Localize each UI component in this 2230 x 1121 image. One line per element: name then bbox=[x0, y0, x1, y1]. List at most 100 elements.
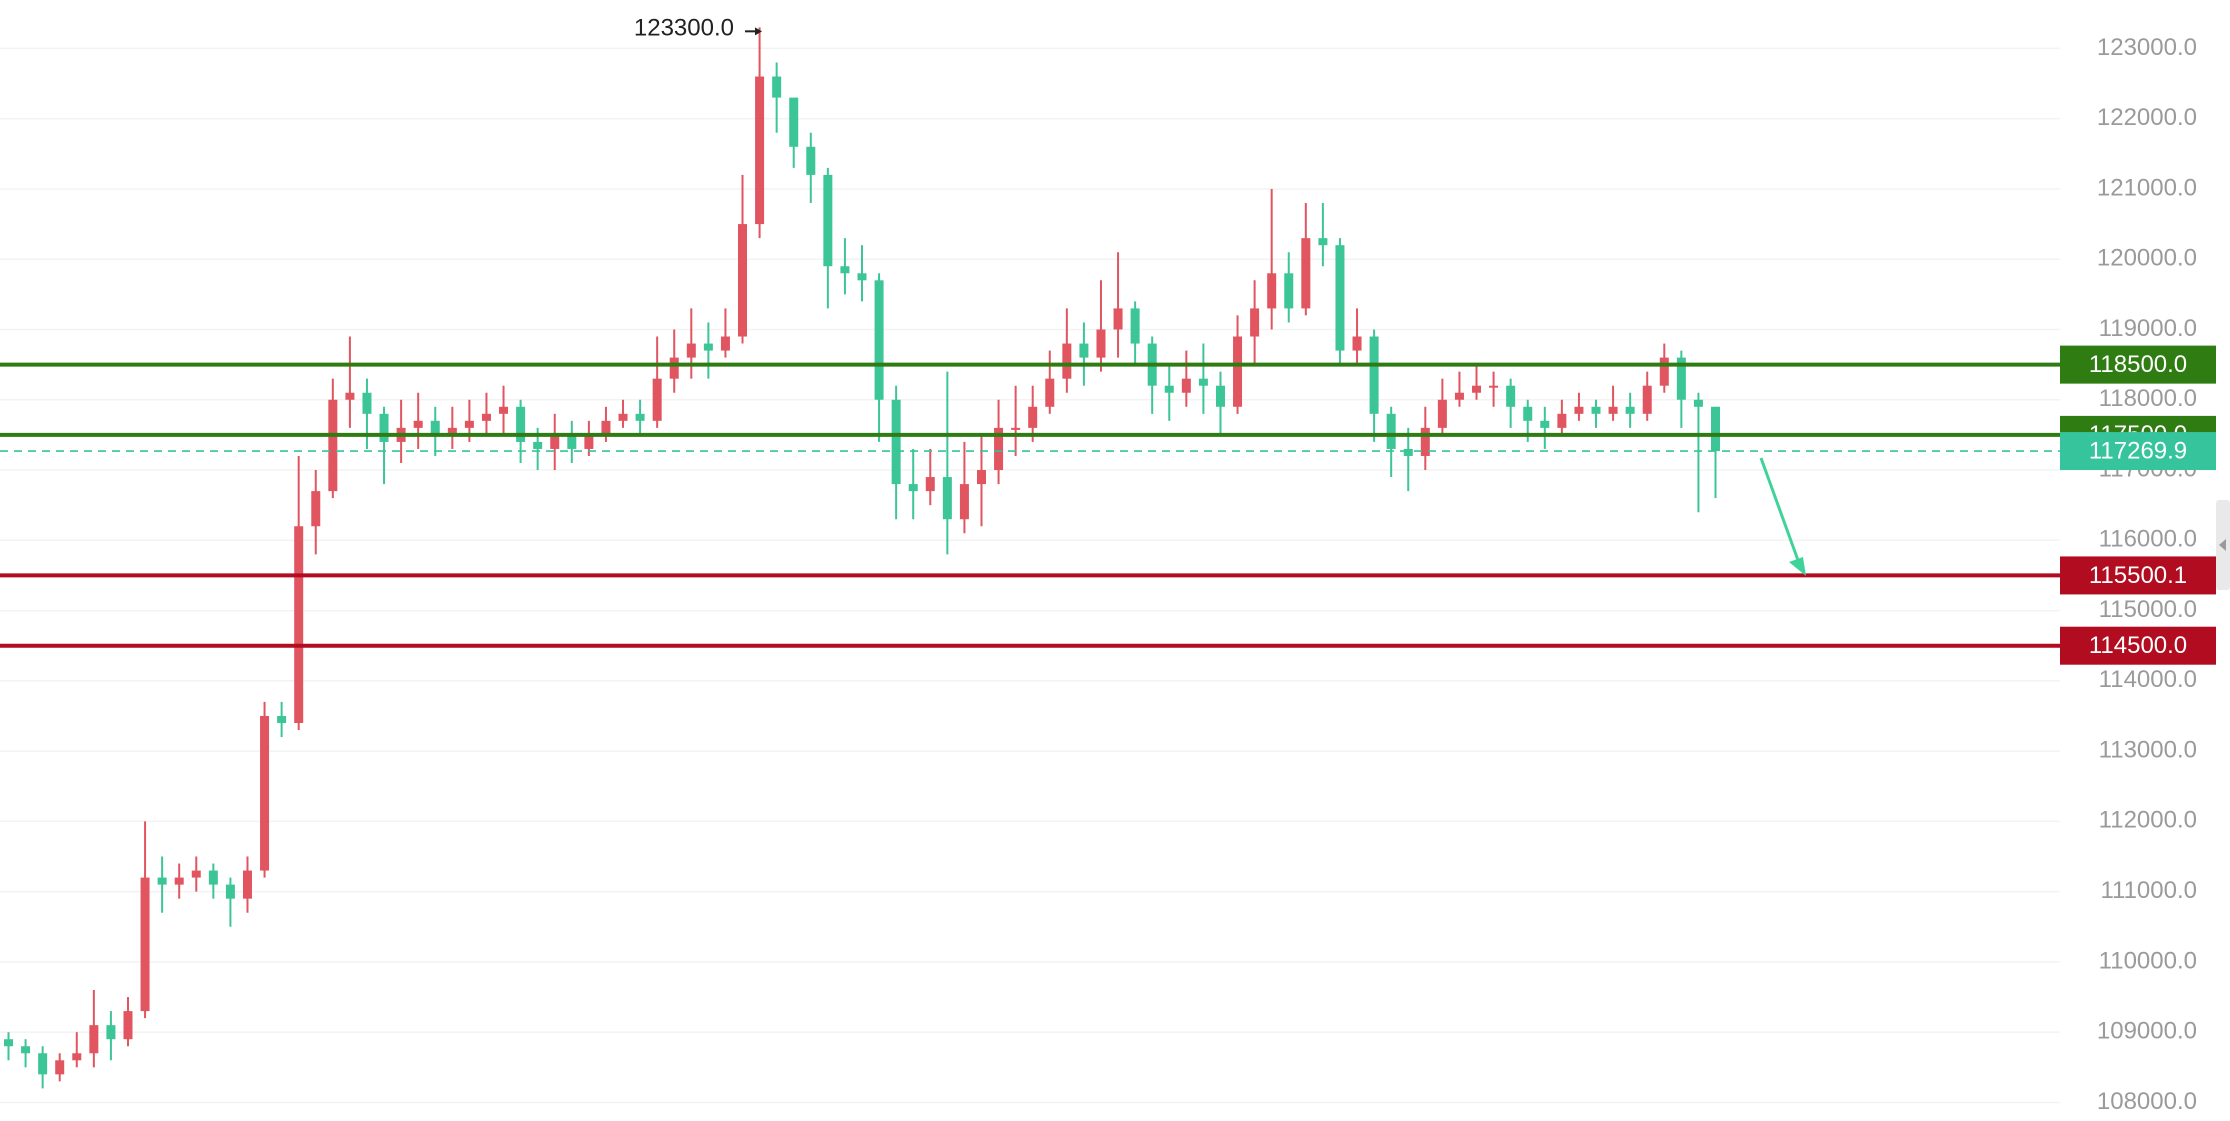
forecast-arrow bbox=[1759, 457, 1806, 576]
candle-body bbox=[294, 526, 304, 723]
candle-body bbox=[1318, 238, 1328, 246]
price-tag bbox=[2060, 626, 2216, 665]
candle-body bbox=[567, 434, 577, 449]
candle-body bbox=[140, 877, 150, 1012]
y-tick-label: 108000.0 bbox=[2097, 1088, 2197, 1115]
candle-body bbox=[174, 877, 184, 885]
candle-body bbox=[260, 715, 270, 871]
candle-body bbox=[430, 420, 440, 435]
candle-body bbox=[516, 406, 526, 442]
candle-body bbox=[823, 174, 833, 267]
candle-body bbox=[1489, 385, 1499, 388]
y-tick-label: 121000.0 bbox=[2097, 174, 2197, 201]
candles: 123300.0 bbox=[4, 15, 1720, 1089]
y-tick-label: 123000.0 bbox=[2097, 34, 2197, 61]
candle-body bbox=[1198, 378, 1208, 386]
y-tick-label: 110000.0 bbox=[2099, 947, 2197, 974]
candle-body bbox=[1301, 238, 1311, 309]
y-tick-label: 119000.0 bbox=[2099, 315, 2197, 342]
candle-body bbox=[1215, 385, 1225, 407]
candle-body bbox=[89, 1025, 99, 1054]
candle-body bbox=[208, 870, 218, 885]
price-tag bbox=[2060, 432, 2216, 471]
candle-body bbox=[1437, 399, 1447, 428]
candle-body bbox=[857, 273, 867, 281]
y-tick-label: 122000.0 bbox=[2097, 104, 2197, 131]
candle-body bbox=[72, 1053, 82, 1061]
candle-body bbox=[652, 378, 662, 421]
max-label: 123300.0 bbox=[634, 15, 734, 42]
candle-body bbox=[584, 434, 594, 449]
y-tick-label: 114000.0 bbox=[2099, 666, 2197, 693]
candle-body bbox=[635, 413, 645, 421]
candle-body bbox=[1523, 406, 1533, 421]
candle-body bbox=[840, 266, 850, 274]
price-tag bbox=[2060, 556, 2216, 595]
candle-body bbox=[772, 76, 782, 98]
candle-body bbox=[1420, 427, 1430, 456]
candle-body bbox=[1096, 329, 1106, 358]
candle-body bbox=[1472, 385, 1482, 393]
candle-body bbox=[277, 715, 287, 723]
y-tick-label: 120000.0 bbox=[2097, 245, 2197, 272]
candle-body bbox=[106, 1025, 116, 1040]
price-lines bbox=[0, 362, 2060, 648]
candle-body bbox=[1181, 378, 1191, 393]
price-tag-label: 114500.0 bbox=[2089, 632, 2187, 659]
candle-body bbox=[1011, 427, 1021, 430]
candle-body bbox=[891, 399, 901, 485]
candle-body bbox=[959, 484, 969, 520]
candle-body bbox=[1403, 448, 1413, 456]
candle-body bbox=[123, 1011, 133, 1040]
candle-body bbox=[1113, 308, 1123, 330]
candle-body bbox=[481, 413, 491, 421]
price-axis: 108000.0 109000.0 110000.0 111000.0 112000.0… bbox=[2060, 34, 2216, 1115]
candle-body bbox=[1574, 406, 1584, 414]
candle-body bbox=[1369, 336, 1379, 414]
candle-body bbox=[738, 224, 748, 337]
y-tick-label: 118000.0 bbox=[2099, 385, 2197, 412]
y-tick-label: 112000.0 bbox=[2099, 807, 2197, 834]
candle-body bbox=[703, 343, 713, 351]
candle-body bbox=[1284, 273, 1294, 309]
max-arrow-head bbox=[755, 27, 762, 36]
price-tag-label: 115500.1 bbox=[2089, 562, 2187, 589]
candle-body bbox=[225, 884, 235, 899]
candle-body bbox=[618, 413, 628, 421]
candle-body bbox=[1250, 308, 1260, 337]
candle-body bbox=[447, 427, 457, 435]
candle-body bbox=[1625, 406, 1635, 414]
y-tick-label: 115000.0 bbox=[2099, 596, 2197, 623]
candle-body bbox=[1130, 308, 1140, 344]
candle-body bbox=[1045, 378, 1055, 407]
candle-body bbox=[1079, 343, 1089, 358]
candle-body bbox=[1506, 385, 1516, 407]
candle-body bbox=[1659, 357, 1669, 386]
price-tag bbox=[2060, 345, 2216, 384]
candle-body bbox=[994, 427, 1004, 471]
candle-body bbox=[533, 441, 543, 449]
candle-body bbox=[1693, 399, 1703, 407]
candle-body bbox=[1267, 273, 1277, 309]
candle-body bbox=[38, 1053, 48, 1075]
candle-body bbox=[1711, 406, 1720, 452]
candle-body bbox=[550, 434, 560, 449]
candle-body bbox=[1540, 420, 1550, 428]
arrow-head bbox=[1789, 557, 1806, 576]
candle-body bbox=[789, 97, 799, 147]
candle-body bbox=[1028, 406, 1038, 428]
price-tag-label: 117269.9 bbox=[2089, 437, 2187, 464]
candle-body bbox=[601, 420, 611, 435]
candle-body bbox=[942, 477, 952, 520]
candle-body bbox=[1591, 406, 1601, 414]
candle-body bbox=[1642, 385, 1652, 414]
y-tick-label: 109000.0 bbox=[2097, 1018, 2197, 1045]
candle-body bbox=[976, 470, 986, 485]
candle-body bbox=[1352, 336, 1362, 351]
candle-body bbox=[908, 484, 918, 492]
candle-body bbox=[328, 399, 338, 492]
candle-body bbox=[1062, 343, 1072, 379]
candle-body bbox=[362, 392, 372, 414]
